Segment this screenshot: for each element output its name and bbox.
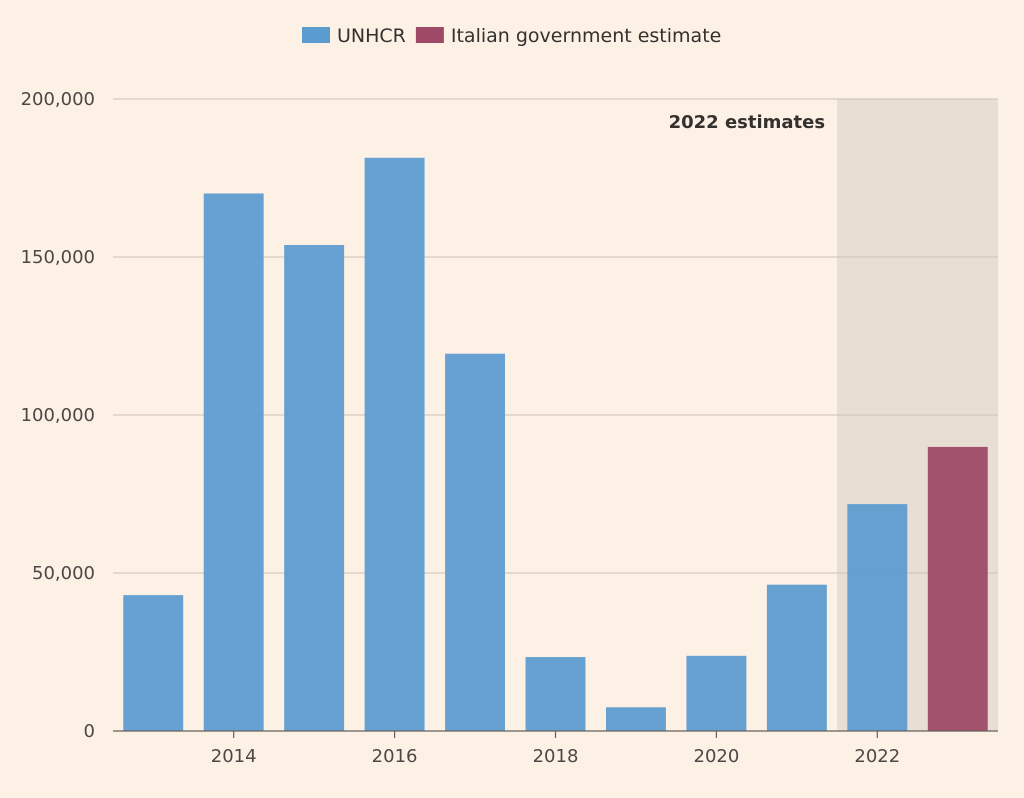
legend: UNHCR Italian government estimate [302, 25, 721, 47]
bar-unhcr-2022 [847, 504, 908, 731]
y-tick-label: 150,000 [21, 247, 95, 268]
x-tick-label: 2018 [533, 746, 579, 767]
bar-italian-government-estimate-2023 [927, 446, 988, 731]
y-tick-label: 100,000 [21, 405, 95, 426]
bar-unhcr-2013 [123, 595, 184, 731]
bar-unhcr-2015 [284, 244, 345, 731]
legend-label: UNHCR [337, 25, 406, 47]
legend-swatch-unhcr [302, 27, 330, 43]
x-tick-label: 2014 [211, 746, 257, 767]
x-tick-label: 2022 [854, 746, 900, 767]
axes: 0 50,000 100,000 150,000 200,000 2014 2016 2018… [21, 89, 998, 767]
x-tick-label: 2020 [694, 746, 740, 767]
bar-unhcr-2016 [364, 157, 425, 731]
bar-unhcr-2019 [605, 707, 666, 731]
annotations: 2022 estimates [669, 112, 826, 133]
annotation-2022-estimates: 2022 estimates [669, 112, 826, 133]
bar-unhcr-2014 [203, 193, 264, 731]
bar-unhcr-2021 [766, 584, 827, 731]
bar-unhcr-2017 [445, 353, 506, 731]
bar-unhcr-2020 [686, 655, 747, 731]
bars [123, 157, 988, 731]
bar-unhcr-2018 [525, 657, 586, 731]
legend-label: Italian government estimate [451, 25, 721, 47]
x-tick-label: 2016 [372, 746, 418, 767]
y-tick-label: 50,000 [32, 563, 95, 584]
y-tick-label: 200,000 [21, 89, 95, 110]
legend-swatch-italian-government-estimate [415, 27, 444, 43]
y-tick-label: 0 [84, 721, 95, 742]
